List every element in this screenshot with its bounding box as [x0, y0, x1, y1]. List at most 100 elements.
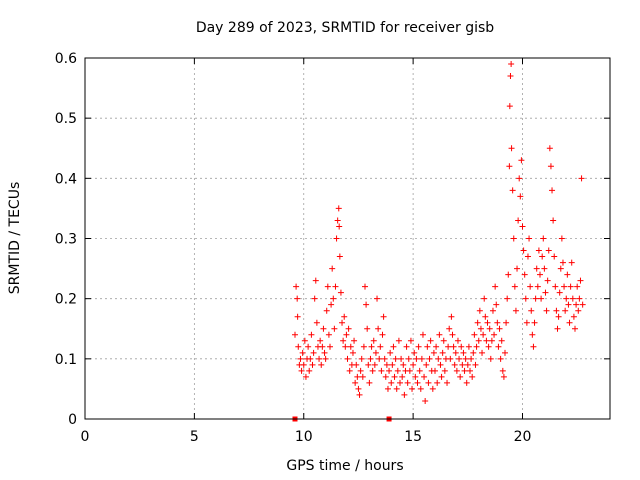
data-point — [417, 385, 424, 392]
plot-frame — [84, 57, 611, 420]
y-tick-label: 0.4 — [55, 171, 77, 187]
data-point — [530, 343, 537, 350]
data-point — [540, 235, 547, 242]
data-point — [441, 367, 448, 374]
data-point — [398, 355, 405, 362]
data-point — [510, 235, 517, 242]
data-point — [544, 277, 551, 284]
data-point — [479, 349, 486, 356]
data-point — [547, 163, 554, 170]
data-point — [302, 373, 309, 380]
data-point — [294, 313, 301, 320]
data-point — [555, 313, 562, 320]
data-point — [375, 325, 382, 332]
data-point — [568, 259, 575, 266]
data-point — [484, 319, 491, 326]
data-point — [331, 325, 338, 332]
data-point — [566, 319, 573, 326]
data-point — [429, 385, 436, 392]
data-point — [387, 349, 394, 356]
data-point — [378, 367, 385, 374]
data-point — [395, 337, 402, 344]
data-point — [363, 301, 370, 308]
data-point — [438, 373, 445, 380]
data-point — [459, 361, 466, 368]
data-point — [534, 283, 541, 290]
data-point — [444, 379, 451, 386]
y-tick-label: 0 — [68, 412, 77, 428]
data-point — [497, 355, 504, 362]
data-point — [457, 373, 464, 380]
data-point — [535, 247, 542, 254]
data-point — [477, 325, 484, 332]
y-axis-ticks: 0 0.1 0.2 0.3 0.4 0.5 0.6 — [55, 51, 610, 428]
data-point — [573, 301, 580, 308]
y-tick-label: 0.5 — [55, 111, 77, 127]
data-point — [460, 349, 467, 356]
y-tick-label: 0.3 — [55, 232, 77, 248]
data-point — [504, 295, 511, 302]
data-point — [372, 349, 379, 356]
data-point — [576, 295, 583, 302]
data-point — [340, 337, 347, 344]
data-point — [321, 349, 328, 356]
data-point — [425, 379, 432, 386]
data-point — [524, 253, 531, 260]
data-point — [343, 331, 350, 338]
data-point — [554, 325, 561, 332]
data-point — [386, 367, 393, 374]
data-point — [382, 373, 389, 380]
data-point — [446, 325, 453, 332]
data-point — [503, 319, 510, 326]
data-point — [411, 349, 418, 356]
data-point — [299, 349, 306, 356]
data-point — [339, 319, 346, 326]
data-point — [404, 379, 411, 386]
data-point — [330, 295, 337, 302]
data-point — [539, 253, 546, 260]
x-tick-label: 15 — [404, 429, 422, 445]
data-point — [400, 361, 407, 368]
data-point — [406, 367, 413, 374]
data-point — [332, 283, 339, 290]
data-point — [575, 307, 582, 314]
data-point — [514, 265, 521, 272]
data-point — [465, 343, 472, 350]
data-point — [523, 319, 530, 326]
data-point — [543, 307, 550, 314]
data-point — [383, 361, 390, 368]
data-point — [563, 295, 570, 302]
data-point — [532, 295, 539, 302]
data-point — [491, 331, 498, 338]
data-point — [531, 319, 538, 326]
data-point — [445, 343, 452, 350]
data-point — [469, 373, 476, 380]
data-point — [430, 349, 437, 356]
data-point — [324, 283, 331, 290]
data-point — [368, 343, 375, 350]
data-point — [452, 349, 459, 356]
data-point — [472, 361, 479, 368]
data-point — [507, 73, 514, 80]
data-point — [310, 349, 317, 356]
data-point — [467, 367, 473, 374]
data-point — [450, 343, 457, 350]
data-point — [317, 337, 324, 344]
data-point — [347, 343, 354, 350]
data-point — [440, 337, 447, 344]
data-point — [463, 379, 470, 386]
data-point — [397, 379, 403, 386]
data-point — [318, 361, 325, 368]
data-point — [328, 301, 335, 308]
data-point — [403, 343, 410, 350]
data-point — [522, 295, 529, 302]
data-point — [527, 283, 534, 290]
data-point — [334, 217, 341, 224]
data-point — [301, 337, 308, 344]
data-point — [371, 361, 378, 368]
data-point — [329, 265, 336, 272]
data-point — [453, 367, 460, 374]
data-point — [327, 343, 333, 350]
data-point — [567, 283, 574, 290]
data-point — [422, 397, 429, 404]
